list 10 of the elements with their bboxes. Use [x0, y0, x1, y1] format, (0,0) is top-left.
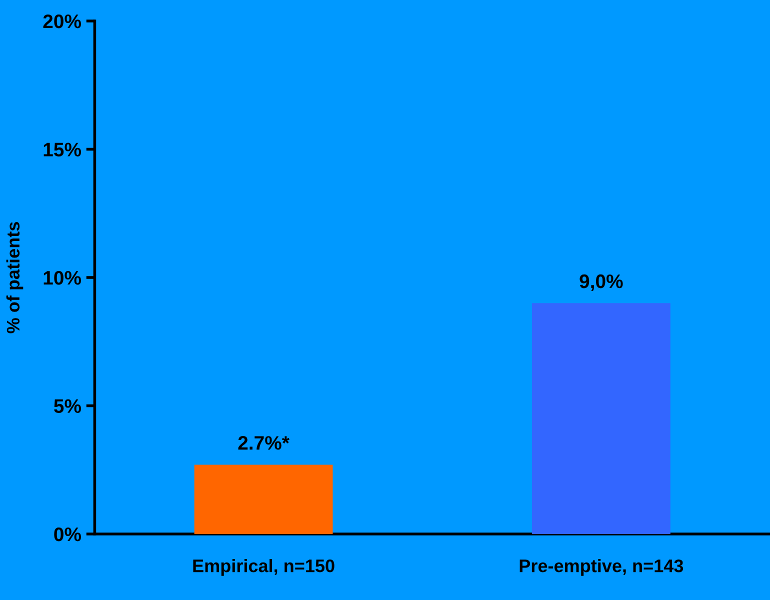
y-tick-label: 0%	[54, 527, 82, 542]
data-label: 9,0%	[580, 274, 623, 292]
x-tick-label: Empirical, n=150	[193, 559, 334, 576]
y-tick-label: 20%	[43, 14, 82, 28]
y-tick-label: 15%	[44, 142, 82, 156]
x-tick-label: Pre-emptive, n=143	[520, 559, 684, 576]
y-axis-title: % of patients	[6, 222, 24, 334]
y-tick-label: 5%	[54, 399, 82, 413]
data-label: 2.7%*	[238, 436, 290, 450]
y-tick-label: 10%	[44, 270, 82, 285]
